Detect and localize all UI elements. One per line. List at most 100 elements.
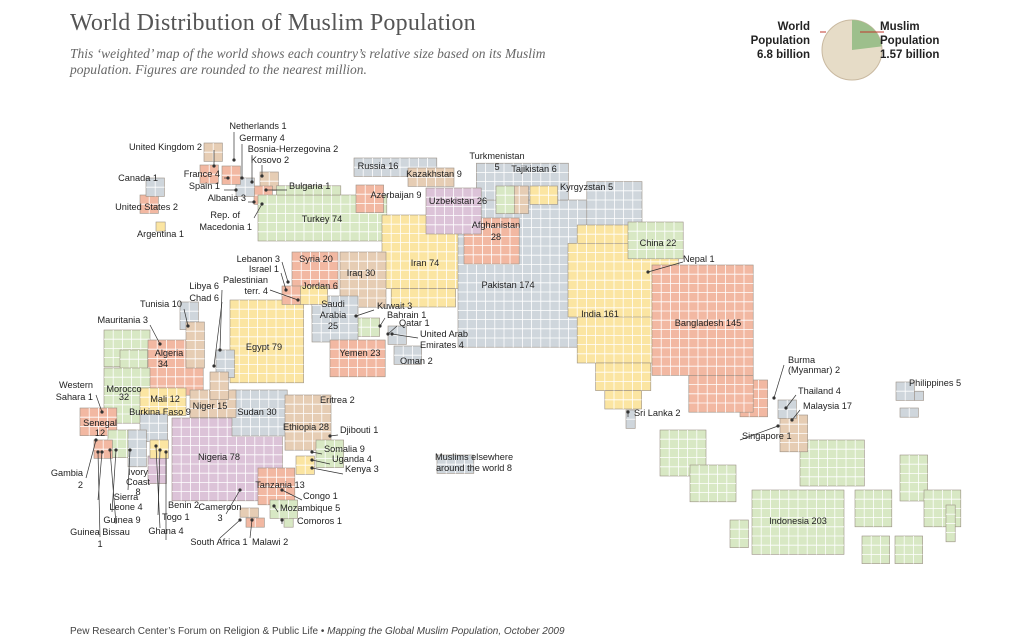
land-filler-24	[139, 194, 159, 214]
label-leader-dot	[212, 364, 216, 368]
region-thailand-block-0	[777, 399, 797, 419]
land-filler-33	[283, 517, 294, 528]
world-population-value: 6.8 billion	[756, 49, 810, 61]
region-chad-block-0	[209, 371, 229, 400]
region-mozambique-block-0	[269, 499, 298, 519]
label-leader-dot	[260, 202, 264, 206]
label-leader-line	[183, 308, 189, 327]
map-label-87: Leone 4	[109, 502, 142, 512]
label-leader-dot	[100, 450, 104, 454]
label-leader-line	[281, 261, 289, 283]
map-label-100: South Africa 1	[190, 537, 247, 547]
label-leader-dot	[284, 288, 288, 292]
map-label-90: Togo 1	[162, 512, 190, 522]
label-leader-dot	[626, 410, 630, 414]
label-leader-line	[739, 425, 779, 441]
map-label-74: Singapore 1	[742, 431, 792, 441]
map-label-55: Western	[59, 380, 93, 390]
map-label-35: Jordan 6	[302, 281, 338, 291]
land-filler-19	[899, 407, 919, 418]
map-label-67: Philippines 5	[909, 378, 961, 388]
map-label-4: Kosovo 2	[251, 155, 289, 165]
map-label-13: Argentina 1	[137, 229, 184, 239]
map-label-95: 3	[217, 513, 222, 523]
label-leader-dot	[310, 466, 314, 470]
label-leader-line	[149, 324, 161, 345]
map-label-34: terr. 4	[245, 286, 269, 296]
map-label-69: 12	[95, 428, 105, 438]
map-label-61: Niger 15	[193, 401, 228, 411]
land-filler-16	[945, 504, 956, 543]
map-label-84: Coast	[126, 477, 150, 487]
label-leader-dot	[328, 434, 332, 438]
map-label-32: Pakistan 174	[481, 280, 534, 290]
map-subtitle: This ‘weighted’ map of the world shows e…	[70, 46, 546, 77]
label-leader-dot	[310, 450, 314, 454]
label-leader-dot	[776, 424, 780, 428]
source-footer: Pew Research Center’s Forum on Religion …	[70, 626, 565, 637]
label-leader-dot	[128, 448, 132, 452]
map-label-49: Mauritania 3	[97, 315, 148, 325]
world-label-line-1: World	[777, 21, 810, 33]
map-label-26: Nepal 1	[683, 254, 715, 264]
footer-source: Pew Research Center’s Forum on Religion …	[70, 626, 325, 637]
label-leader-line	[281, 489, 303, 501]
label-leader-line	[785, 394, 797, 409]
label-leader-dot	[232, 158, 236, 162]
world-population-label: World Population 6.8 billion	[751, 20, 810, 62]
label-leader-dot	[158, 448, 162, 452]
map-label-14: Russia 16	[358, 161, 399, 171]
map-label-29: Syria 20	[299, 254, 333, 264]
label-leader-dot	[280, 518, 284, 522]
map-label-40: Arabia	[320, 310, 347, 320]
map-label-48: Bangladesh 145	[675, 318, 741, 328]
map-label-57: Morocco	[106, 384, 141, 394]
region-iran-block-1	[390, 288, 456, 308]
map-label-80: around the world 8	[436, 463, 512, 473]
region-tunisia-block-0	[185, 321, 205, 369]
region-bangladesh-block-0	[651, 264, 754, 376]
label-leader-line	[311, 467, 344, 475]
map-label-94: Cameroon	[199, 502, 242, 512]
label-leader-dot	[100, 410, 104, 414]
map-label-9: Rep. of	[210, 210, 240, 220]
label-leader-line	[253, 203, 263, 219]
map-label-71: Djibouti 1	[340, 425, 378, 435]
map-label-59: Mali 12	[150, 394, 180, 404]
land-filler-15	[894, 535, 923, 564]
label-leader-dot	[212, 164, 216, 168]
land-filler-25	[145, 177, 165, 197]
land-filler-12	[899, 454, 928, 502]
land-filler-14	[861, 535, 890, 564]
label-leader-dot	[234, 188, 238, 192]
map-label-10: Macedonia 1	[199, 222, 252, 232]
map-label-41: 25	[328, 321, 338, 331]
label-leader-line	[249, 519, 253, 539]
map-label-37: Chad 6	[189, 293, 219, 303]
label-leader-dot	[238, 488, 242, 492]
label-leader-dot	[784, 406, 788, 410]
muslim-population-label: Muslim Population 1.57 billion	[880, 20, 939, 62]
label-leader-line	[355, 309, 375, 317]
map-label-53: Yemen 23	[339, 348, 380, 358]
land-filler-17	[729, 519, 749, 548]
map-label-96: Mozambique 5	[280, 503, 340, 513]
muslim-pie-slice	[852, 20, 882, 50]
region-uganda-block-0	[295, 455, 315, 475]
label-leader-line	[155, 445, 161, 529]
land-filler-13	[923, 489, 962, 528]
map-label-88: Guinea 9	[103, 515, 140, 525]
region-azerbaijan-block-0	[355, 184, 384, 213]
region-indonesia-block-0	[751, 489, 845, 555]
region-muslims-elsewhere-around-the-world-block-0	[436, 454, 475, 474]
land-filler-11	[854, 489, 893, 528]
region-turkmenistan-block-0	[495, 185, 515, 214]
map-label-56: Sahara 1	[56, 392, 93, 402]
region-bangladesh-block-1	[688, 375, 754, 413]
map-label-68: Senegal	[83, 418, 117, 428]
label-leader-line	[773, 364, 785, 399]
map-label-33: Palestinian	[223, 275, 268, 285]
world-label-line-2: Population	[750, 35, 810, 47]
map-label-5: France 4	[184, 169, 220, 179]
